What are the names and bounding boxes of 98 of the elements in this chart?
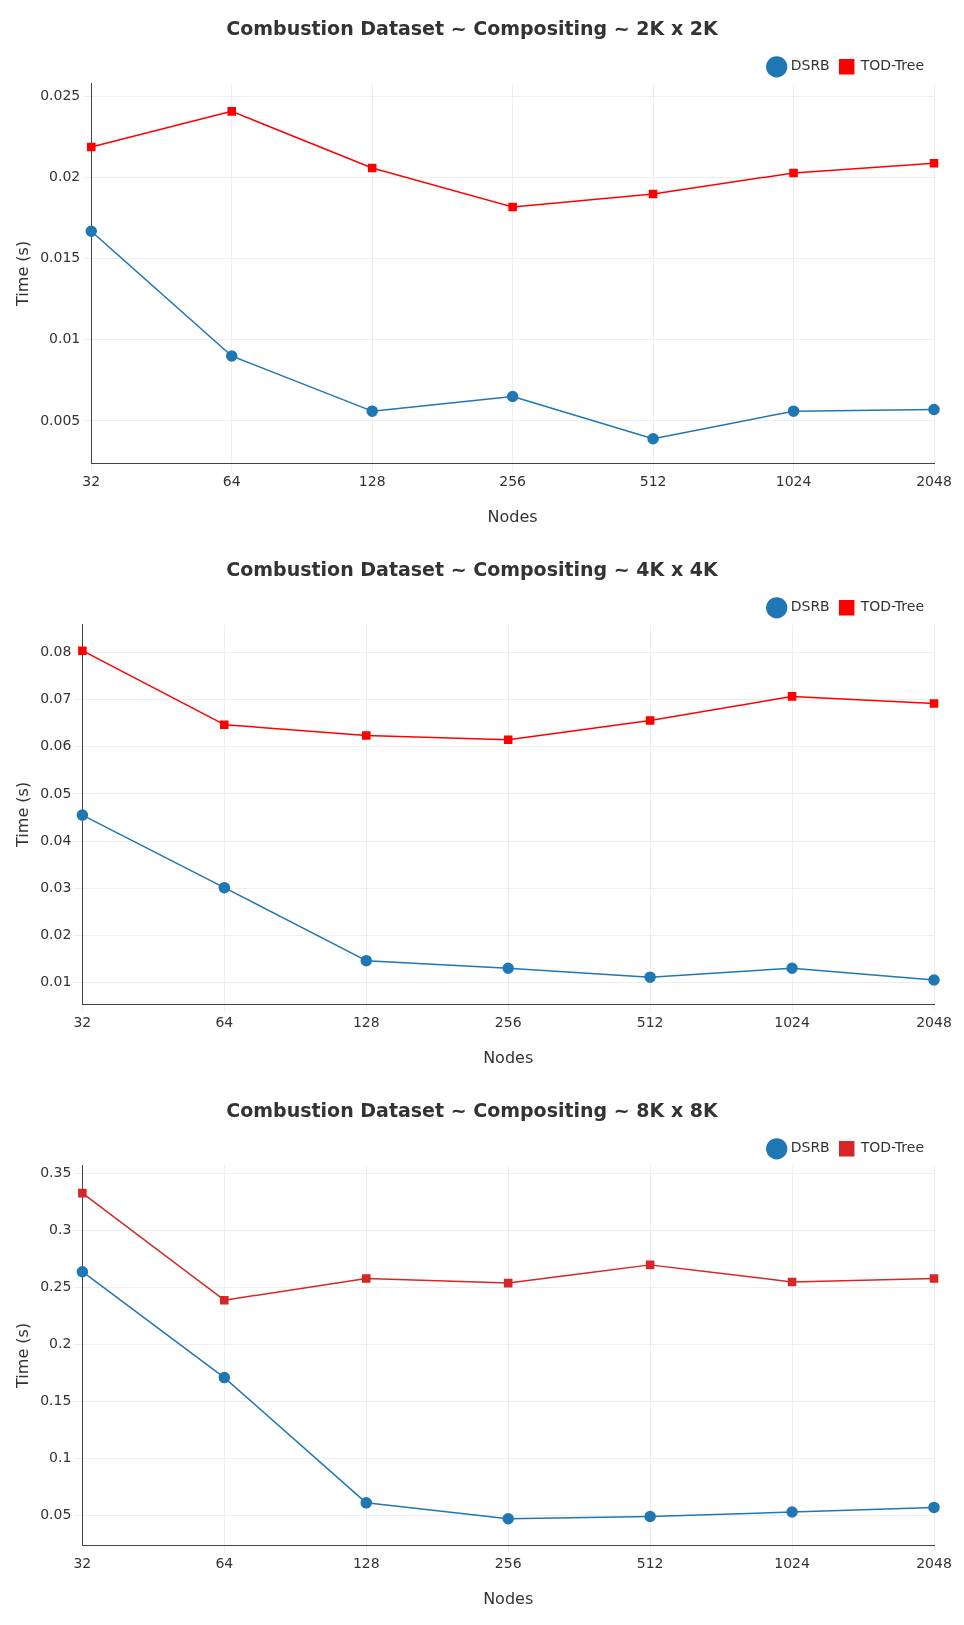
y-tick-label: 0.03	[40, 878, 72, 895]
point	[367, 163, 377, 173]
x-tick-label: 32	[73, 1555, 92, 1572]
point	[644, 1510, 656, 1523]
point	[502, 962, 514, 974]
x-tick-label: 512	[636, 1555, 664, 1572]
point	[361, 731, 371, 740]
y-tick-label: 0.015	[40, 249, 81, 266]
legend-label: TOD-Tree	[859, 1139, 925, 1156]
y-tick-label: 0.3	[49, 1221, 72, 1238]
legend-label: DSRB	[790, 598, 830, 615]
y-tick-label: 0.25	[40, 1278, 72, 1295]
point	[220, 720, 229, 729]
point	[506, 390, 519, 403]
y-tick-label: 0.02	[40, 925, 72, 942]
point	[360, 954, 372, 967]
x-tick-label: 128	[358, 473, 386, 490]
point	[503, 735, 513, 745]
point	[508, 202, 517, 212]
y-tick-label: 0.005	[40, 411, 81, 428]
y-axis-title: Time (s)	[12, 240, 32, 307]
x-tick-label: 2048	[916, 473, 952, 490]
y-tick-label: 0.2	[49, 1335, 72, 1352]
point	[220, 1295, 229, 1305]
point	[218, 881, 231, 894]
legend-label: DSRB	[790, 1139, 830, 1156]
point	[928, 974, 940, 986]
x-tick-label: 1024	[774, 1555, 810, 1572]
y-axis-title: Time (s)	[12, 781, 32, 848]
y-tick-label: 0.15	[40, 1392, 72, 1409]
x-axis-title: Nodes	[483, 1047, 534, 1067]
x-tick-label: 128	[352, 1014, 380, 1031]
x-tick-label: 32	[82, 473, 101, 490]
point	[787, 1277, 797, 1287]
point	[647, 432, 659, 445]
legend-label: TOD-Tree	[859, 57, 925, 74]
point	[789, 168, 798, 178]
point	[786, 962, 798, 974]
point	[78, 1188, 87, 1198]
x-axis-title: Nodes	[483, 1588, 534, 1608]
point	[76, 1265, 89, 1278]
x-tick-label: 512	[639, 473, 667, 490]
point	[929, 1274, 939, 1283]
point	[929, 158, 939, 168]
y-tick-label: 0.35	[40, 1164, 72, 1181]
x-tick-label: 2048	[916, 1014, 952, 1031]
point	[76, 809, 89, 821]
point	[218, 1371, 231, 1384]
y-tick-label: 0.06	[40, 737, 72, 754]
y-axis-title: Time (s)	[12, 1322, 32, 1389]
y-tick-label: 0.01	[49, 330, 81, 347]
point	[928, 403, 940, 416]
x-tick-label: 64	[222, 473, 241, 490]
point	[360, 1497, 372, 1509]
legend-label: DSRB	[790, 57, 830, 74]
y-tick-label: 0.025	[40, 87, 81, 104]
y-tick-label: 0.01	[40, 972, 72, 989]
point	[366, 405, 378, 417]
x-tick-label: 64	[215, 1014, 234, 1031]
y-tick-label: 0.02	[49, 168, 81, 185]
point	[361, 1274, 371, 1283]
y-tick-label: 0.08	[40, 643, 72, 660]
x-tick-label: 1024	[774, 1014, 810, 1031]
legend-label: TOD-Tree	[859, 598, 925, 615]
point	[86, 142, 96, 152]
point	[78, 646, 87, 655]
x-tick-label: 256	[494, 1014, 522, 1031]
point	[645, 716, 655, 725]
x-tick-label: 256	[494, 1555, 522, 1572]
x-axis-title: Nodes	[487, 506, 538, 526]
x-tick-label: 512	[636, 1014, 664, 1031]
point	[85, 225, 98, 238]
x-tick-label: 256	[499, 473, 527, 490]
y-tick-label: 0.05	[40, 1506, 72, 1523]
point	[503, 1278, 513, 1288]
chart-title: Combustion Dataset ~ Compositing ~ 8K x 8K	[226, 1099, 719, 1122]
y-tick-label: 0.05	[40, 784, 72, 801]
x-tick-label: 1024	[775, 473, 812, 490]
point	[787, 692, 797, 701]
point	[645, 1260, 655, 1270]
chart-title: Combustion Dataset ~ Compositing ~ 2K x 2K	[226, 17, 719, 40]
x-tick-label: 128	[352, 1555, 380, 1572]
x-tick-label: 32	[73, 1014, 92, 1031]
point	[502, 1513, 514, 1525]
point	[787, 405, 800, 417]
point	[786, 1506, 798, 1518]
y-tick-label: 0.07	[40, 690, 72, 707]
point	[227, 107, 237, 116]
point	[648, 189, 658, 199]
y-tick-label: 0.04	[40, 831, 72, 848]
point	[928, 1501, 940, 1514]
y-tick-label: 0.1	[49, 1449, 72, 1466]
point	[929, 699, 939, 708]
chart-title: Combustion Dataset ~ Compositing ~ 4K x 4K	[226, 558, 719, 581]
point	[225, 350, 238, 362]
x-tick-label: 64	[215, 1555, 234, 1572]
x-tick-label: 2048	[916, 1555, 952, 1572]
point	[644, 971, 656, 983]
